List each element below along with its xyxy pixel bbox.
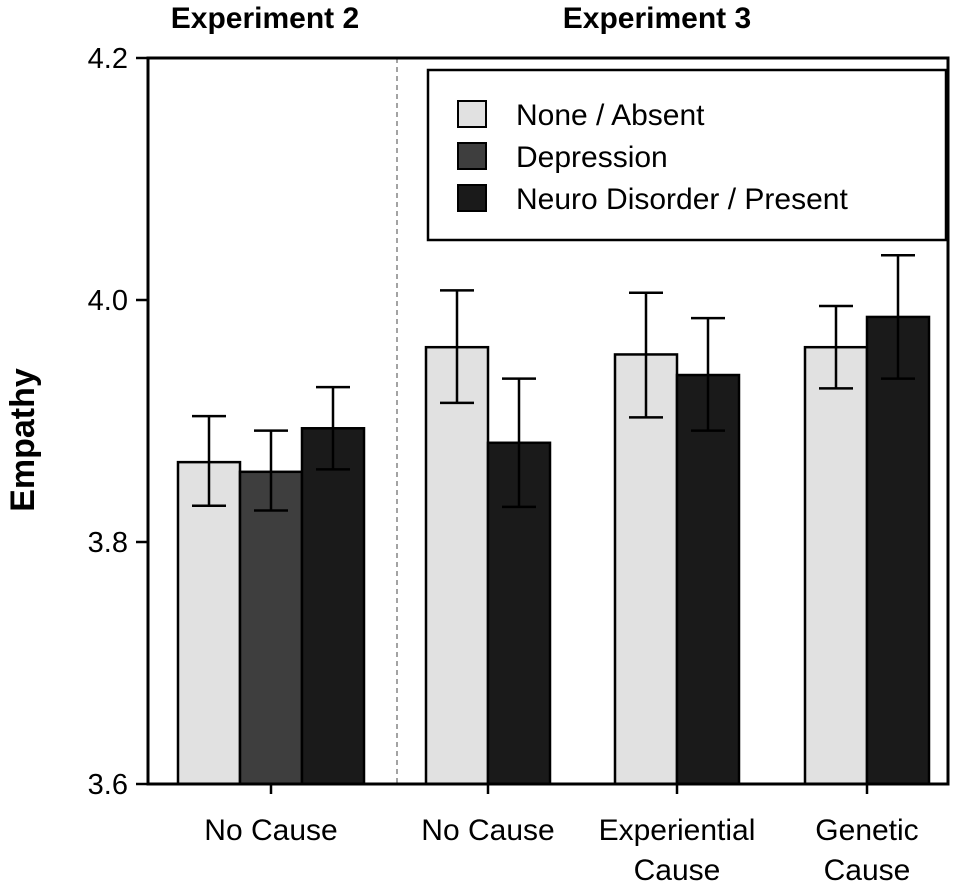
bar-experiment-3-experiential-cause-none-absent — [613, 353, 679, 786]
plot-border — [146, 56, 950, 786]
errorbar-experiment-3-genetic-cause-neuro-disorder-present — [881, 253, 915, 380]
plot-frame — [146, 56, 950, 786]
panel-title-experiment-2: Experiment 2 — [171, 2, 359, 35]
x-label-experiment-3-no-cause: No Cause — [421, 814, 554, 847]
y-tick-label: 3.8 — [88, 527, 128, 559]
errorbar-experiment-3-experiential-cause-neuro-disorder-present — [691, 316, 725, 432]
x-label-experiment-3-experiential-cause: Experiential Cause — [599, 814, 756, 885]
errorbar-experiment-3-genetic-cause-none-absent — [819, 304, 853, 390]
legend-swatch — [457, 184, 487, 212]
y-tick-label: 4.2 — [88, 43, 128, 75]
x-label-experiment-3-genetic-cause: Genetic Cause — [815, 814, 918, 885]
panel-title-experiment-3: Experiment 3 — [563, 2, 751, 35]
legend-swatch — [457, 100, 487, 128]
y-tick-label: 4.0 — [88, 285, 128, 317]
x-label-experiment-2-no-cause: No Cause — [204, 814, 337, 847]
bar-experiment-3-genetic-cause-neuro-disorder-present — [865, 315, 931, 786]
panel-titles: Experiment 2 Experiment 3 — [171, 2, 751, 35]
bar-experiment-3-genetic-cause-none-absent — [803, 345, 869, 786]
legend-box — [426, 68, 948, 242]
legend-item-none-absent: None / Absent — [457, 99, 705, 132]
errorbar-experiment-2-no-cause-neuro-disorder-present — [316, 385, 350, 471]
legend-label: None / Absent — [516, 99, 705, 132]
y-tick-label: 3.6 — [88, 769, 128, 801]
legend-item-neuro-disorder-present: Neuro Disorder / Present — [457, 183, 848, 216]
legend: None / Absent Depression Neuro Disorder / … — [426, 68, 948, 242]
legend-item-depression: Depression — [457, 141, 668, 174]
bar-experiment-3-no-cause-none-absent — [424, 345, 490, 786]
error-bars — [192, 253, 915, 512]
errorbar-experiment-3-no-cause-none-absent — [440, 289, 474, 405]
bar-experiment-2-no-cause-none-absent — [176, 460, 242, 786]
bar-experiment-2-no-cause-neuro-disorder-present — [300, 427, 366, 786]
legend-label: Depression — [516, 141, 668, 174]
errorbar-experiment-2-no-cause-none-absent — [192, 414, 226, 507]
y-axis-title: Empathy — [4, 368, 42, 512]
errorbar-experiment-3-experiential-cause-none-absent — [629, 291, 663, 419]
bar-experiment-3-experiential-cause-neuro-disorder-present — [675, 373, 741, 786]
x-axis-labels: No Cause No Cause Experiential Cause Genetic… — [204, 784, 919, 885]
errorbar-experiment-3-no-cause-neuro-disorder-present — [502, 377, 536, 509]
legend-label: Neuro Disorder / Present — [516, 183, 848, 216]
bars — [176, 315, 931, 786]
bar-experiment-2-no-cause-depression — [238, 470, 304, 786]
legend-swatch — [457, 142, 487, 170]
errorbar-experiment-2-no-cause-depression — [254, 429, 288, 512]
y-axis: 3.6 3.8 4.0 4.2 — [88, 43, 148, 801]
